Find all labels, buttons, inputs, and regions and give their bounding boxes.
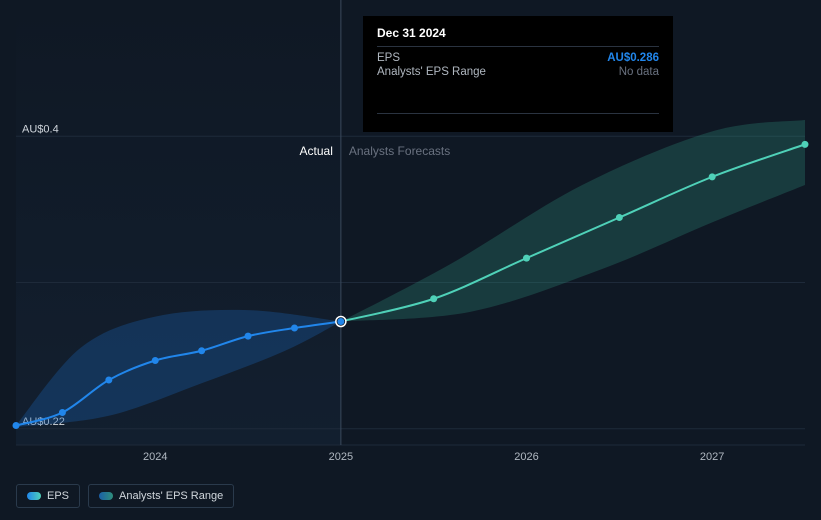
eps-forecast-marker [616, 214, 623, 221]
y-axis-label: AU$0.4 [22, 123, 59, 135]
eps-actual-marker [152, 357, 159, 364]
legend-item[interactable]: EPS [16, 484, 80, 508]
tooltip-row-value: No data [619, 66, 659, 78]
region-label-forecast: Analysts Forecasts [349, 144, 450, 158]
legend-swatch [99, 492, 113, 500]
eps-forecast-marker [430, 295, 437, 302]
region-label-actual: Actual [300, 144, 333, 158]
eps-forecast-marker [523, 255, 530, 262]
highlight-marker-dot [337, 318, 344, 325]
legend-label: EPS [47, 490, 69, 502]
tooltip-date: Dec 31 2024 [377, 26, 659, 40]
tooltip-divider-bottom [377, 113, 659, 114]
tooltip-row-label: Analysts' EPS Range [377, 66, 486, 78]
chart-container: AU$0.4AU$0.22ActualAnalysts Forecasts202… [0, 0, 821, 520]
tooltip-row-value: AU$0.286 [607, 52, 659, 64]
x-axis-tick: 2024 [143, 451, 167, 463]
eps-actual-marker [291, 325, 298, 332]
chart-tooltip: Dec 31 2024 EPSAU$0.286Analysts' EPS Ran… [363, 16, 673, 132]
x-axis-tick: 2026 [514, 451, 538, 463]
eps-actual-marker [105, 377, 112, 384]
eps-actual-marker [245, 333, 252, 340]
tooltip-divider [377, 46, 659, 47]
tooltip-row: EPS AU$0.286 [377, 51, 659, 65]
eps-actual-marker [198, 347, 205, 354]
tooltip-row: Analysts' EPS Range No data [377, 65, 659, 79]
legend-swatch [27, 492, 41, 500]
legend-label: Analysts' EPS Range [119, 490, 223, 502]
legend-item[interactable]: Analysts' EPS Range [88, 484, 234, 508]
eps-actual-marker [59, 409, 66, 416]
x-axis-tick: 2025 [329, 451, 353, 463]
eps-forecast-marker [802, 141, 809, 148]
tooltip-row-label: EPS [377, 52, 400, 64]
eps-actual-marker [13, 422, 20, 429]
x-axis-tick: 2027 [700, 451, 724, 463]
chart-legend: EPS Analysts' EPS Range [16, 484, 234, 508]
eps-forecast-marker [709, 173, 716, 180]
